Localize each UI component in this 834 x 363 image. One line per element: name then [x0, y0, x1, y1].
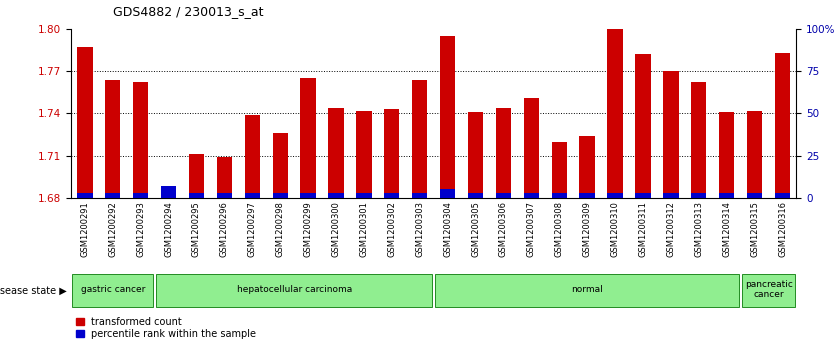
Bar: [607, 193, 623, 198]
FancyBboxPatch shape: [742, 274, 795, 307]
Bar: [775, 193, 790, 198]
Bar: [78, 193, 93, 198]
Legend: transformed count, percentile rank within the sample: transformed count, percentile rank withi…: [76, 317, 256, 339]
Bar: [775, 53, 790, 198]
Text: GSM1200304: GSM1200304: [443, 201, 452, 257]
Bar: [468, 112, 483, 198]
Text: GSM1200313: GSM1200313: [694, 201, 703, 257]
Bar: [244, 115, 260, 198]
Bar: [440, 36, 455, 198]
Bar: [133, 193, 148, 198]
Bar: [524, 98, 539, 198]
Bar: [636, 193, 651, 198]
FancyBboxPatch shape: [435, 274, 739, 307]
Text: GSM1200293: GSM1200293: [136, 201, 145, 257]
Text: GSM1200294: GSM1200294: [164, 201, 173, 257]
Bar: [580, 136, 595, 198]
Text: GSM1200292: GSM1200292: [108, 201, 118, 257]
Text: GSM1200300: GSM1200300: [331, 201, 340, 257]
Bar: [551, 142, 567, 198]
Text: normal: normal: [571, 285, 603, 294]
Bar: [607, 29, 623, 198]
Text: disease state ▶: disease state ▶: [0, 285, 67, 295]
Bar: [188, 193, 204, 198]
Text: GSM1200301: GSM1200301: [359, 201, 369, 257]
Text: GSM1200311: GSM1200311: [639, 201, 647, 257]
Bar: [440, 189, 455, 198]
Bar: [356, 193, 372, 198]
Bar: [105, 193, 120, 198]
Bar: [329, 108, 344, 198]
Text: GDS4882 / 230013_s_at: GDS4882 / 230013_s_at: [113, 5, 263, 18]
Bar: [273, 193, 288, 198]
Bar: [217, 193, 232, 198]
Bar: [384, 109, 399, 198]
Bar: [691, 193, 706, 198]
Text: GSM1200308: GSM1200308: [555, 201, 564, 257]
Bar: [133, 82, 148, 198]
Text: GSM1200306: GSM1200306: [499, 201, 508, 257]
Bar: [663, 193, 679, 198]
Bar: [719, 112, 735, 198]
Bar: [105, 79, 120, 198]
Text: GSM1200297: GSM1200297: [248, 201, 257, 257]
Bar: [495, 193, 511, 198]
Bar: [244, 193, 260, 198]
Text: GSM1200296: GSM1200296: [220, 201, 229, 257]
Bar: [412, 79, 427, 198]
Bar: [188, 154, 204, 198]
Bar: [551, 193, 567, 198]
Bar: [78, 47, 93, 198]
Bar: [161, 186, 176, 198]
Bar: [524, 193, 539, 198]
FancyBboxPatch shape: [156, 274, 432, 307]
Text: GSM1200315: GSM1200315: [750, 201, 759, 257]
Text: GSM1200302: GSM1200302: [387, 201, 396, 257]
Bar: [384, 193, 399, 198]
Bar: [747, 193, 762, 198]
Bar: [161, 193, 176, 198]
Text: gastric cancer: gastric cancer: [81, 285, 145, 294]
Bar: [329, 193, 344, 198]
Text: hepatocellular carcinoma: hepatocellular carcinoma: [237, 285, 352, 294]
Bar: [747, 111, 762, 198]
Text: GSM1200299: GSM1200299: [304, 201, 313, 257]
Bar: [580, 193, 595, 198]
Bar: [663, 71, 679, 198]
Bar: [636, 54, 651, 198]
Bar: [495, 108, 511, 198]
Bar: [356, 111, 372, 198]
Bar: [300, 78, 316, 198]
Text: GSM1200298: GSM1200298: [276, 201, 284, 257]
Text: GSM1200316: GSM1200316: [778, 201, 787, 257]
Text: GSM1200314: GSM1200314: [722, 201, 731, 257]
Text: pancreatic
cancer: pancreatic cancer: [745, 280, 792, 299]
Text: GSM1200309: GSM1200309: [583, 201, 591, 257]
Bar: [300, 193, 316, 198]
Bar: [412, 193, 427, 198]
Text: GSM1200310: GSM1200310: [610, 201, 620, 257]
Text: GSM1200295: GSM1200295: [192, 201, 201, 257]
FancyBboxPatch shape: [73, 274, 153, 307]
Bar: [468, 193, 483, 198]
Bar: [719, 193, 735, 198]
Text: GSM1200291: GSM1200291: [80, 201, 89, 257]
Text: GSM1200312: GSM1200312: [666, 201, 676, 257]
Text: GSM1200303: GSM1200303: [415, 201, 425, 257]
Bar: [273, 133, 288, 198]
Bar: [691, 82, 706, 198]
Bar: [217, 157, 232, 198]
Text: GSM1200307: GSM1200307: [527, 201, 536, 257]
Text: GSM1200305: GSM1200305: [471, 201, 480, 257]
